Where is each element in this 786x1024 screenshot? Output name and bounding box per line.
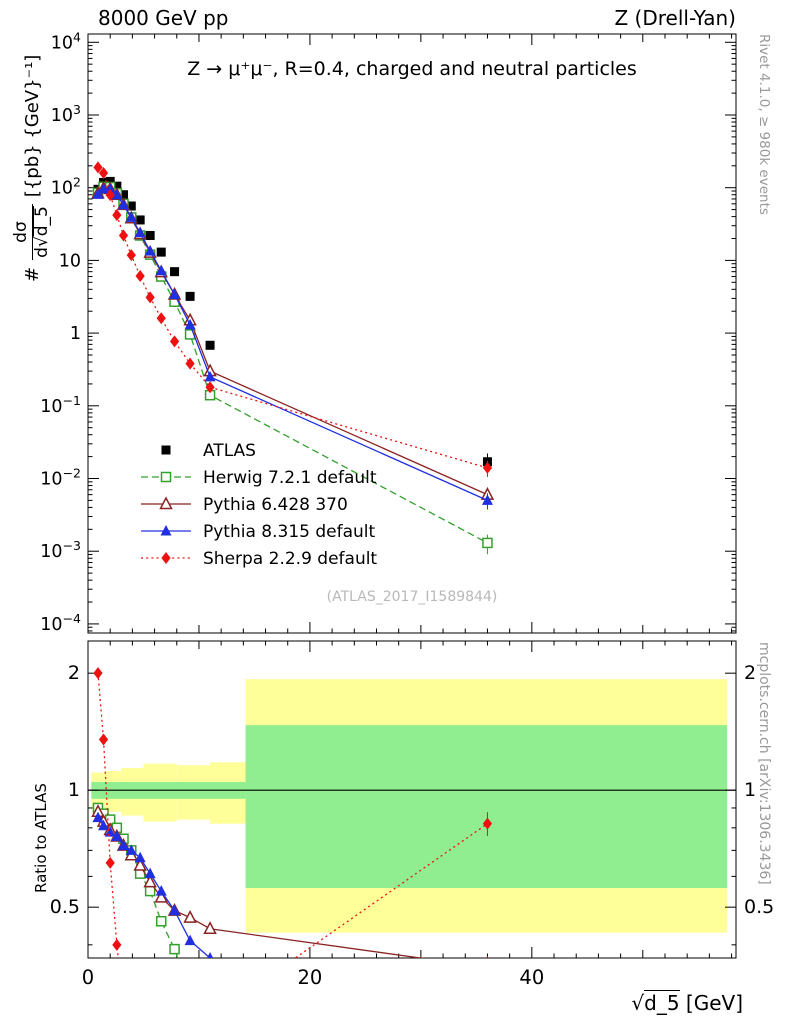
- legend-label-atlas: ATLAS: [203, 441, 256, 461]
- main-series-sherpa-2-2-9-default: [93, 161, 493, 477]
- svg-text:104: 104: [51, 29, 81, 53]
- legend: ATLAS Herwig 7.2.1 default Pythia 6.428 37…: [141, 441, 377, 569]
- ratio-frame: [87, 640, 737, 959]
- svg-text:2: 2: [68, 662, 80, 684]
- legend-label-herwig-7-2-1-default: Herwig 7.2.1 default: [203, 468, 377, 488]
- legend-label-pythia-6-428-370: Pythia 6.428 370: [203, 495, 348, 515]
- svg-text:10−1: 10−1: [40, 393, 81, 417]
- svg-text:0.5: 0.5: [50, 896, 80, 918]
- ratio-series-sherpa-2-2-9-default: [93, 667, 493, 958]
- svg-text:103: 103: [51, 102, 81, 126]
- svg-text:0.5: 0.5: [744, 896, 774, 918]
- legend-label-pythia-8-315-default: Pythia 8.315 default: [203, 522, 376, 542]
- main-series-atlas: [93, 176, 492, 474]
- band-data-uncertainty-inner: [245, 725, 728, 889]
- svg-text:20: 20: [298, 966, 323, 989]
- svg-text:2: 2: [744, 662, 756, 684]
- svg-text:40: 40: [519, 966, 544, 989]
- legend-label-sherpa-2-2-9-default: Sherpa 2.2.9 default: [203, 549, 377, 569]
- ratio-uncertainty-bands: [91, 679, 728, 933]
- svg-text:1: 1: [68, 779, 80, 801]
- ratio-series-pythia-8-315-default: [92, 811, 215, 958]
- svg-text:10−4: 10−4: [40, 611, 81, 635]
- svg-text:10−3: 10−3: [40, 538, 81, 562]
- svg-text:10−2: 10−2: [40, 466, 81, 490]
- svg-text:102: 102: [51, 175, 81, 199]
- axes-and-ticks: [87, 33, 737, 959]
- svg-text:0: 0: [82, 966, 94, 989]
- svg-text:1: 1: [70, 324, 81, 344]
- main-series-pythia-6-428-370: [91, 180, 495, 504]
- svg-text:10: 10: [59, 251, 81, 271]
- svg-text:1: 1: [744, 779, 756, 801]
